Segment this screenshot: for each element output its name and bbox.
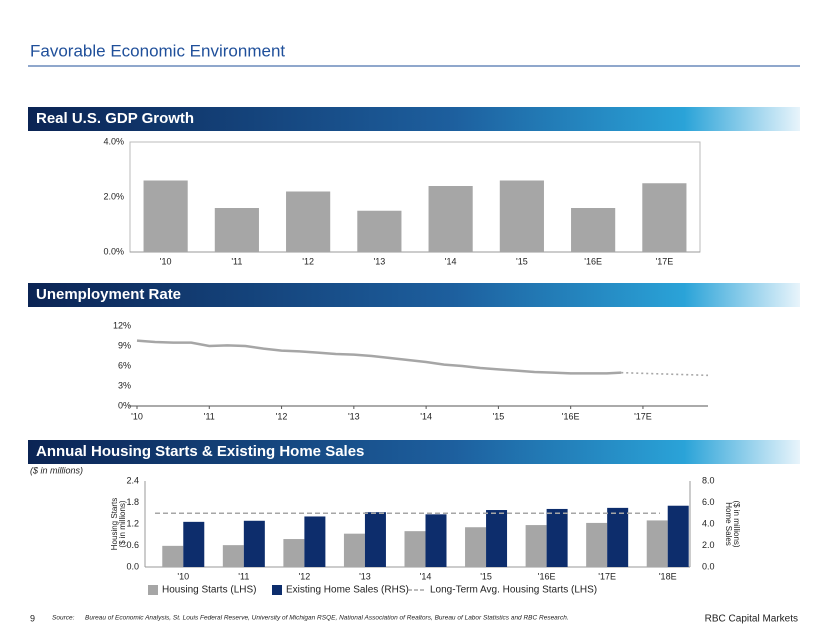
x-tick-label: '12: [276, 411, 288, 421]
y2-axis-label: Home Sales: [724, 502, 733, 546]
legend-swatch: [148, 585, 158, 595]
y-axis-label: Housing Starts: [110, 498, 119, 550]
y-tick-label: 8.0: [702, 475, 715, 485]
legend-label: Housing Starts (LHS): [162, 585, 256, 596]
bar: [571, 208, 616, 252]
bar: [586, 522, 608, 567]
bar: [162, 545, 184, 567]
x-tick-label: '12: [302, 256, 314, 266]
x-tick-label: '17E: [656, 256, 674, 266]
y-tick-label: 2.0: [702, 540, 715, 550]
x-tick-label: '17E: [598, 571, 616, 581]
x-tick-label: '14: [420, 411, 432, 421]
x-tick-label: '17E: [634, 411, 652, 421]
bar: [428, 186, 473, 252]
section-title: Real U.S. GDP Growth: [36, 110, 194, 127]
page-title: Favorable Economic Environment: [30, 41, 285, 60]
y-tick-label: 0.0: [702, 561, 715, 571]
bar: [546, 508, 568, 567]
bar: [465, 527, 487, 567]
bar: [286, 191, 331, 252]
y-tick-label: 6.0: [702, 497, 715, 507]
y-tick-label: 0.0%: [103, 246, 124, 256]
bar: [486, 510, 508, 567]
x-tick-label: '14: [420, 571, 432, 581]
line: [621, 371, 709, 377]
bar: [642, 183, 687, 252]
bar: [214, 208, 259, 252]
y-axis-label: ($ in millions): [118, 500, 127, 547]
x-tick-label: '11: [231, 256, 242, 266]
bar: [357, 210, 402, 252]
x-tick-label: '12: [299, 571, 311, 581]
bar: [143, 180, 188, 252]
section-header: [28, 283, 800, 307]
x-tick-label: '14: [445, 256, 457, 266]
bar: [667, 505, 689, 567]
y2-axis-label: ($ in millions): [732, 500, 741, 547]
line: [136, 339, 622, 375]
x-tick-label: '16E: [562, 411, 580, 421]
bar: [404, 531, 426, 567]
y-tick-label: 4.0%: [103, 136, 124, 146]
bar: [607, 507, 629, 567]
y-tick-label: 9%: [118, 340, 131, 350]
y-tick-label: 0.6: [126, 540, 139, 550]
section-header: [28, 440, 800, 464]
x-tick-label: '15: [480, 571, 492, 581]
section-title: Unemployment Rate: [36, 286, 181, 303]
section-header: [28, 107, 800, 131]
bar: [364, 512, 386, 567]
y-tick-label: 1.2: [126, 518, 139, 528]
units-note: ($ in millions): [30, 465, 83, 475]
bar: [304, 516, 326, 567]
bar: [343, 533, 365, 567]
y-tick-label: 2.4: [126, 475, 139, 485]
bar: [222, 545, 244, 567]
x-tick-label: '10: [160, 256, 172, 266]
bar: [525, 525, 547, 567]
y-tick-label: 4.0: [702, 518, 715, 528]
legend-label: Existing Home Sales (RHS): [286, 585, 409, 596]
x-tick-label: '15: [516, 256, 528, 266]
x-tick-label: '10: [177, 571, 189, 581]
bar: [499, 180, 544, 252]
x-tick-label: '16E: [584, 256, 602, 266]
y-tick-label: 2.0%: [103, 191, 124, 201]
y-tick-label: 6%: [118, 360, 131, 370]
bar: [425, 514, 447, 567]
y-tick-label: 12%: [113, 320, 131, 330]
page-number: 9: [30, 613, 35, 623]
x-tick-label: '13: [348, 411, 360, 421]
legend-label: Long-Term Avg. Housing Starts (LHS): [430, 585, 597, 596]
y-tick-label: 0.0: [126, 561, 139, 571]
source: Bureau of Economic Analysis, St. Louis F…: [85, 615, 569, 622]
bar: [283, 539, 305, 567]
x-tick-label: '11: [238, 571, 249, 581]
company: RBC Capital Markets: [705, 614, 798, 625]
section-title: Annual Housing Starts & Existing Home Sa…: [36, 443, 364, 460]
y-tick-label: 0%: [118, 400, 131, 410]
source-label: Source:: [52, 615, 75, 622]
legend-swatch: [272, 585, 282, 595]
y-tick-label: 1.8: [126, 497, 139, 507]
y-tick-label: 3%: [118, 380, 131, 390]
x-tick-label: '15: [493, 411, 505, 421]
bar: [183, 521, 205, 567]
x-tick-label: '11: [204, 411, 215, 421]
x-tick-label: '10: [131, 411, 143, 421]
x-tick-label: '18E: [659, 571, 677, 581]
x-tick-label: '13: [359, 571, 371, 581]
bar: [243, 520, 265, 567]
bar: [646, 520, 668, 567]
x-tick-label: '13: [374, 256, 386, 266]
x-tick-label: '16E: [538, 571, 556, 581]
